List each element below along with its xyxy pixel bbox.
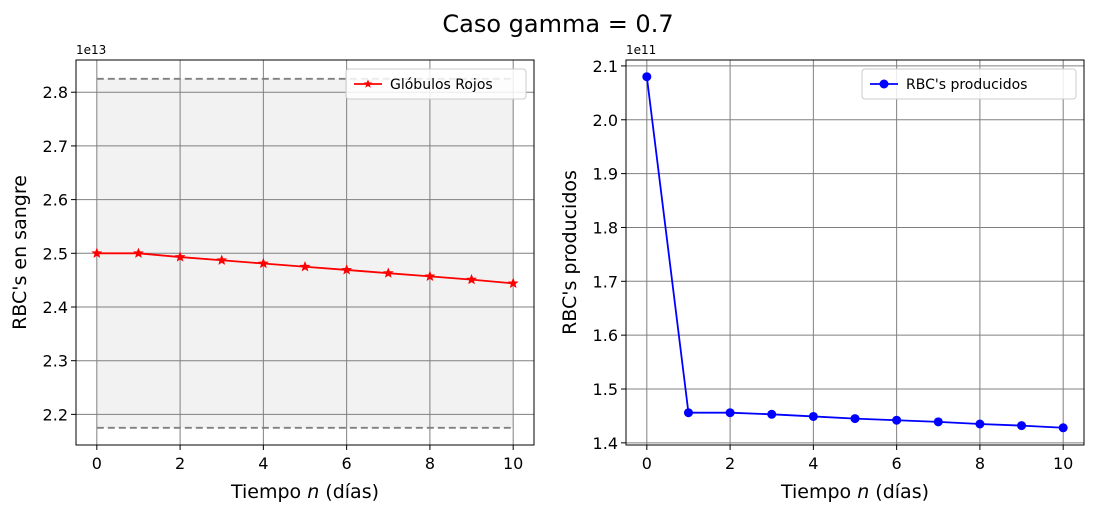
y-tick-label: 2.8 bbox=[43, 83, 68, 102]
x-tick-label: 10 bbox=[503, 454, 523, 473]
y-tick-label: 2.7 bbox=[43, 137, 68, 156]
data-point-circle bbox=[725, 408, 735, 418]
data-point-circle bbox=[808, 411, 818, 421]
data-point-star bbox=[507, 277, 519, 288]
data-point-circle bbox=[642, 72, 652, 82]
data-point-star bbox=[91, 247, 103, 258]
x-tick-label: 6 bbox=[342, 454, 352, 473]
data-point-star bbox=[466, 273, 477, 285]
y-tick-label: 1.9 bbox=[593, 165, 618, 184]
data-point-star bbox=[133, 247, 144, 258]
legend: Glóbulos Rojos bbox=[345, 68, 527, 100]
chart-rbc-producidos: 0 2 4 6 8 10 1.4 1.5 1.6 1.7 1.8 1.9 2.0 2.1 1e11 Tiemp… bbox=[559, 43, 1085, 503]
data-point-star bbox=[341, 264, 353, 275]
series-line bbox=[645, 76, 1064, 429]
data-point-circle bbox=[933, 417, 943, 427]
x-tick-label: 8 bbox=[975, 454, 985, 473]
x-axis-label: Tiempo n (días) bbox=[780, 481, 929, 503]
data-point-circle bbox=[975, 419, 985, 429]
x-tick-label: 6 bbox=[892, 454, 902, 473]
x-tick-label: 10 bbox=[1053, 454, 1073, 473]
x-tick-label: 0 bbox=[642, 454, 652, 473]
offset-text: 1e11 bbox=[626, 43, 656, 57]
x-tick-label: 0 bbox=[92, 454, 102, 473]
legend-label: Glóbulos Rojos bbox=[390, 77, 493, 93]
x-axis-label-part: (días) bbox=[869, 481, 929, 503]
y-tick-label: 2.3 bbox=[43, 352, 68, 371]
data-point-star bbox=[216, 254, 228, 265]
x-tick-label: 2 bbox=[725, 454, 735, 473]
x-axis-label-part: Tiempo bbox=[230, 481, 307, 503]
chart-rbc-en-sangre: 0 2 4 6 8 10 2.2 2.3 2.4 2.5 2.6 2.7 2.8 1e13 Tiempo n… bbox=[9, 43, 535, 503]
legend-box bbox=[345, 68, 527, 100]
legend-label: RBC's producidos bbox=[906, 77, 1027, 93]
x-tick-label: 4 bbox=[258, 454, 268, 473]
data-point-star bbox=[257, 257, 269, 269]
y-axis-label: RBC's producidos bbox=[559, 170, 581, 335]
axes-frame bbox=[75, 59, 535, 446]
x-tick-label: 8 bbox=[425, 454, 435, 473]
y-tick-label: 1.4 bbox=[593, 434, 618, 453]
y-tick-label: 1.8 bbox=[593, 218, 618, 237]
y-tick-label: 2.6 bbox=[43, 191, 68, 210]
data-point-circle bbox=[892, 415, 902, 425]
y-tick-label: 1.5 bbox=[593, 380, 618, 399]
legend: RBC's producidos bbox=[861, 68, 1077, 100]
x-axis-label-part: n bbox=[307, 481, 319, 503]
legend-marker-circle bbox=[879, 79, 889, 89]
y-tick-label: 1.6 bbox=[593, 326, 618, 345]
legend-box bbox=[861, 68, 1077, 100]
y-tick-label: 2.2 bbox=[43, 405, 68, 424]
data-point-circle bbox=[1017, 421, 1027, 431]
legend-marker-star bbox=[363, 79, 373, 88]
x-axis-label-part: n bbox=[857, 481, 869, 503]
y-tick-label: 2.0 bbox=[593, 111, 618, 130]
x-axis-label: Tiempo n (días) bbox=[230, 481, 379, 503]
data-point-circle bbox=[850, 414, 860, 424]
data-point-star bbox=[382, 267, 394, 278]
x-axis-label-part: Tiempo bbox=[780, 481, 857, 503]
y-tick-label: 2.5 bbox=[43, 244, 68, 263]
data-point-circle bbox=[767, 409, 777, 419]
figure-title: Caso gamma = 0.7 bbox=[442, 10, 673, 38]
x-tick-label: 2 bbox=[175, 454, 185, 473]
y-tick-label: 1.7 bbox=[593, 272, 618, 291]
y-axis-label: RBC's en sangre bbox=[9, 175, 31, 330]
data-point-star bbox=[424, 270, 436, 282]
x-axis-label-part: (días) bbox=[319, 481, 379, 503]
data-point-star bbox=[299, 261, 311, 272]
data-point-circle bbox=[1058, 423, 1068, 433]
x-tick-label: 4 bbox=[808, 454, 818, 473]
axes-frame bbox=[625, 59, 1085, 446]
data-point-circle bbox=[683, 408, 693, 418]
offset-text: 1e13 bbox=[76, 43, 106, 57]
y-tick-label: 2.4 bbox=[43, 298, 68, 317]
data-point-star bbox=[174, 251, 186, 262]
y-tick-label: 2.1 bbox=[593, 57, 618, 76]
